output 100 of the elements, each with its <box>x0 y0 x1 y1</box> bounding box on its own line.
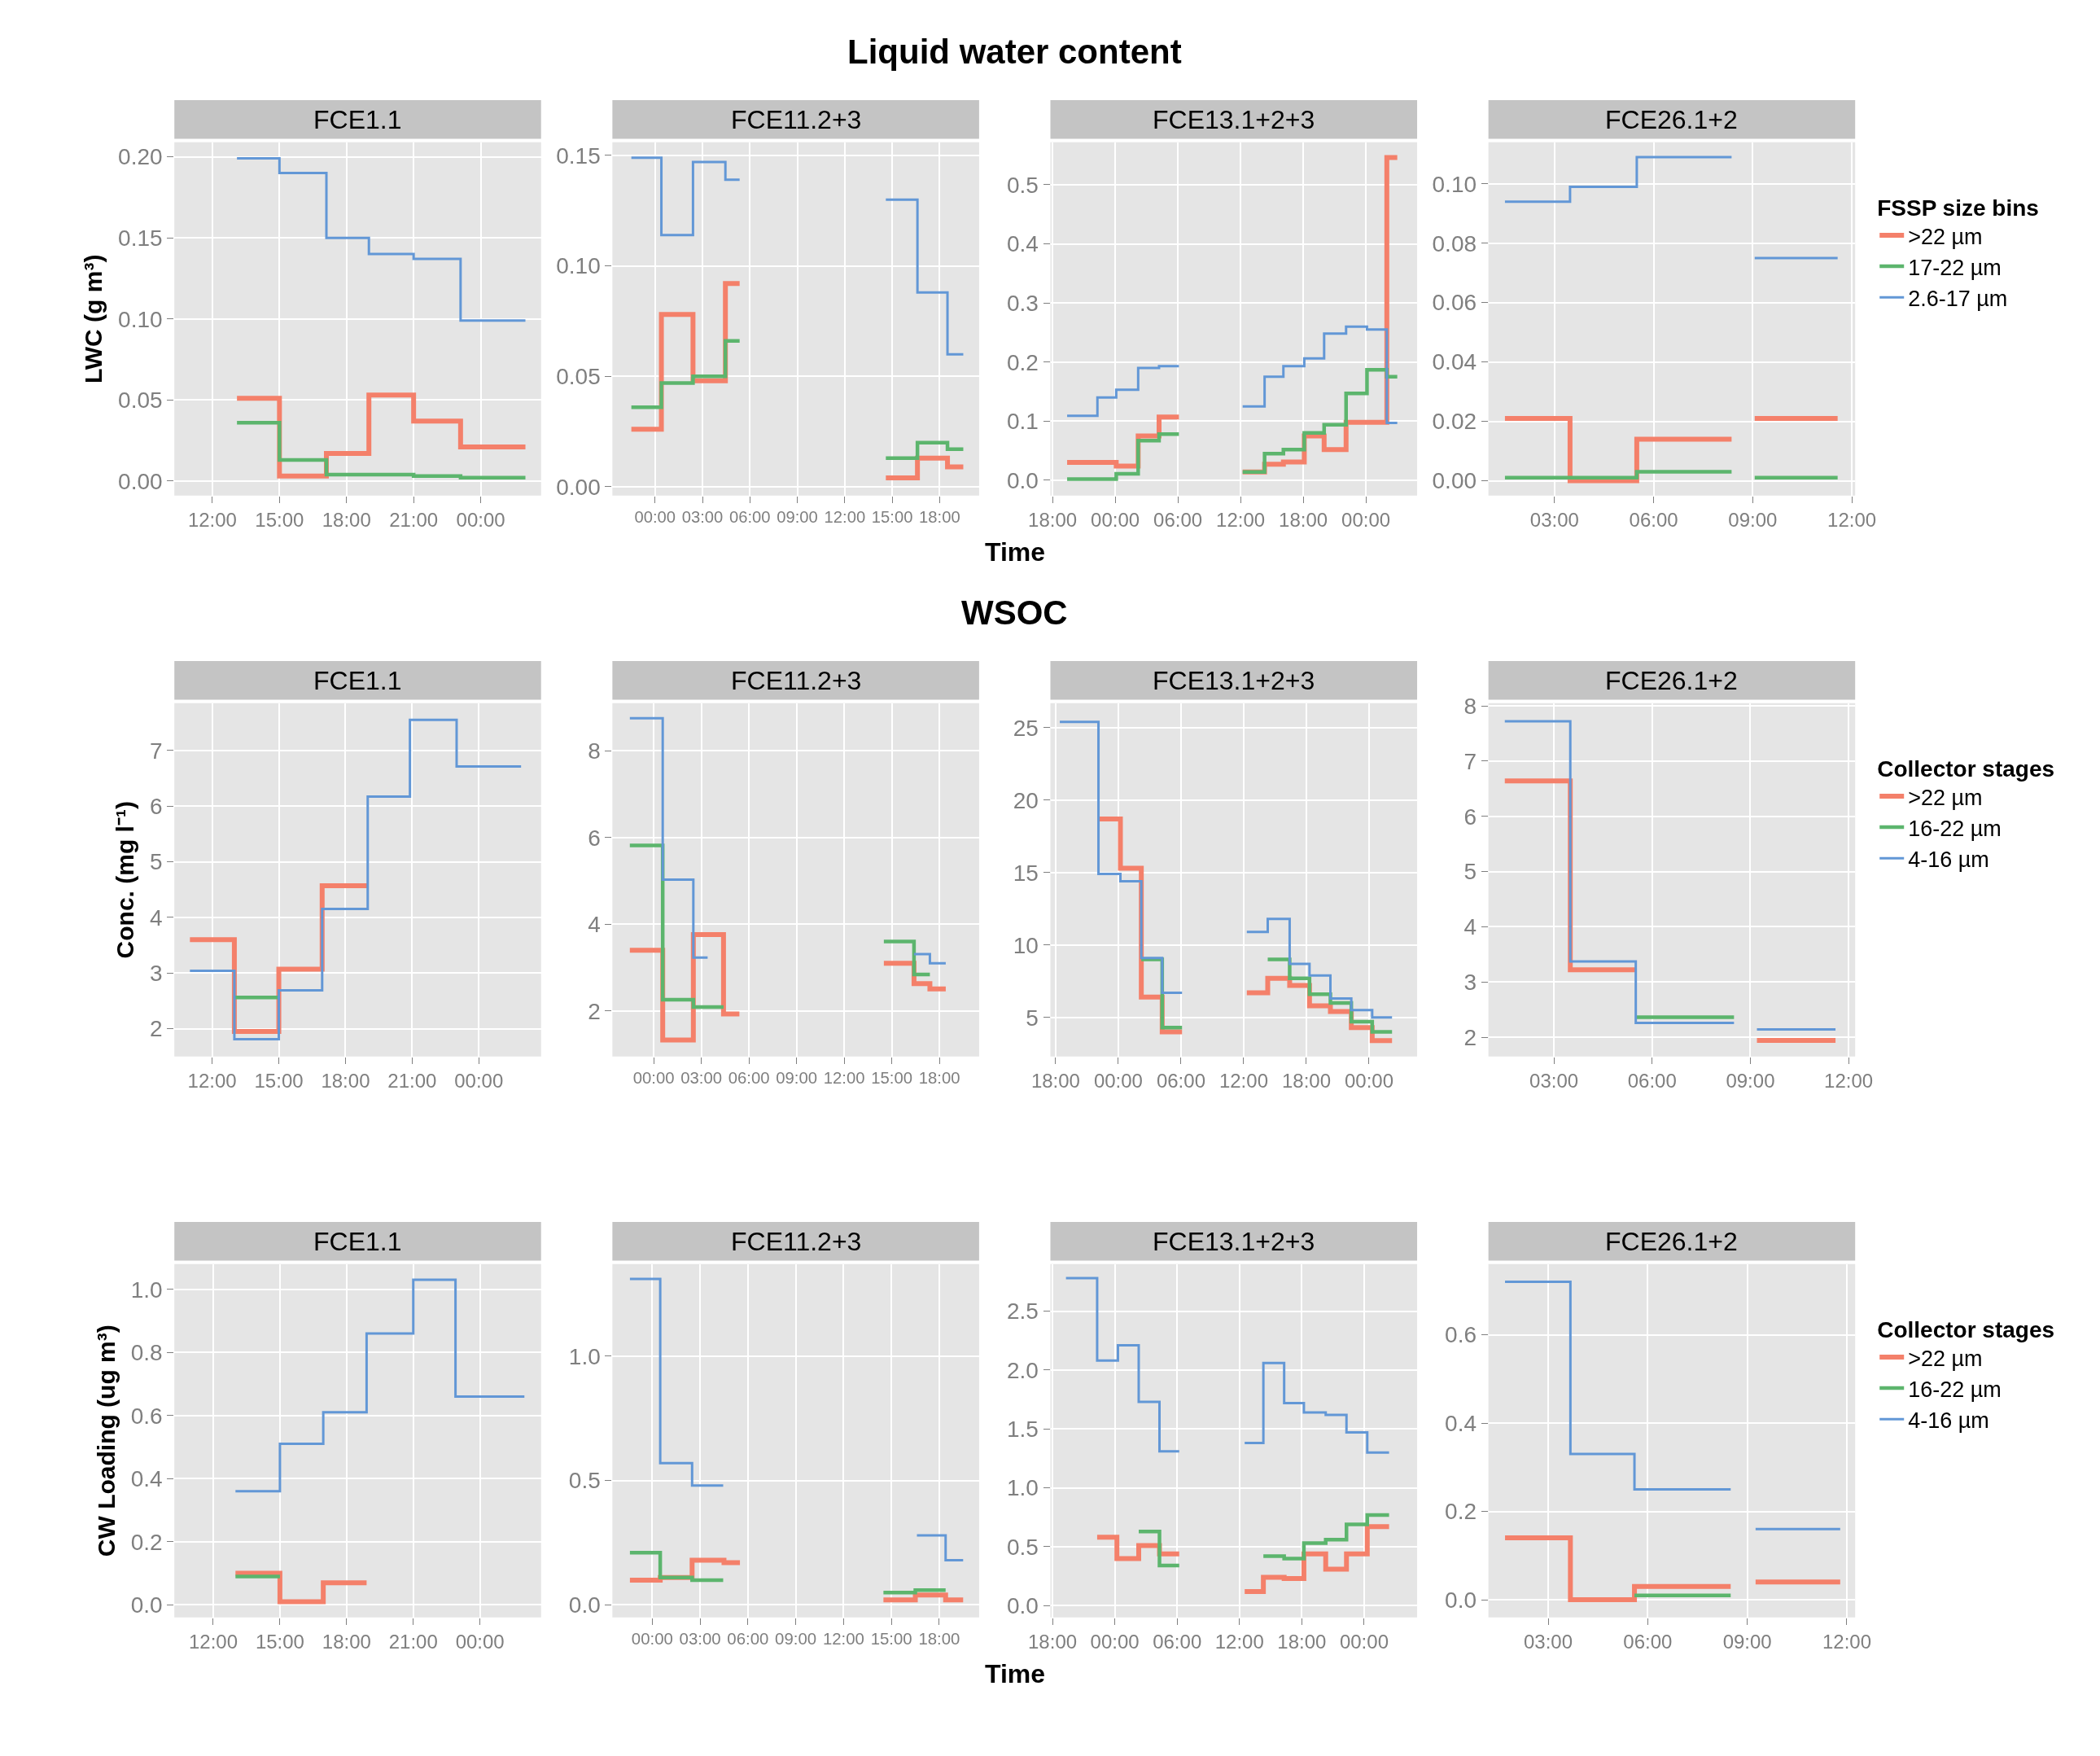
legend-title: Collector stages <box>1877 1316 2055 1342</box>
y-tick-label: 0.2 <box>130 1529 163 1555</box>
y-tick-label: 0.5 <box>1006 172 1039 198</box>
x-tick-label: 09:00 <box>1726 1069 1775 1092</box>
x-tick-label: 15:00 <box>871 508 913 527</box>
chart-title: FCE26.1+2 <box>1605 1227 1738 1256</box>
text: WSOC <box>961 593 1068 632</box>
x-tick-label: 18:00 <box>1277 1630 1327 1653</box>
y-tick-label: 3 <box>150 961 163 987</box>
y-tick-label: 1.5 <box>1006 1417 1039 1443</box>
y-tick-label: 0.00 <box>118 468 163 494</box>
x-tick-label: 06:00 <box>1623 1630 1673 1653</box>
x-tick-label: 21:00 <box>389 508 439 531</box>
x-tick-label: 18:00 <box>1030 1069 1080 1092</box>
x-tick-label: 00:00 <box>1344 1069 1394 1092</box>
x-tick-label: 00:00 <box>634 508 676 527</box>
x-tick-label: 06:00 <box>1627 1069 1677 1092</box>
y-tick-label: 0.4 <box>1445 1410 1477 1436</box>
x-tick-label: 15:00 <box>254 1069 304 1092</box>
x-tick-label: 12:00 <box>1822 1630 1872 1653</box>
y-tick-label: 20 <box>1013 787 1039 813</box>
y-tick-label: 8 <box>1463 693 1477 719</box>
y-tick-label: 0.0 <box>130 1592 163 1618</box>
x-tick-label: 00:00 <box>632 1069 675 1088</box>
y-tick-label: 6 <box>588 825 601 851</box>
x-tick-label: 00:00 <box>455 1630 505 1653</box>
chart-title: FCE11.2+3 <box>731 105 862 134</box>
y-tick-label: 0.3 <box>1006 290 1039 316</box>
y-tick-label: 0.1 <box>1006 409 1039 435</box>
y-tick-label: 2 <box>588 998 601 1024</box>
x-tick-label: 18:00 <box>918 1630 960 1649</box>
chart-title: FCE11.2+3 <box>731 1227 862 1256</box>
chart-title: FCE11.2+3 <box>731 666 862 695</box>
y-tick-label: 3 <box>1463 970 1477 995</box>
x-tick-label: 00:00 <box>1090 1630 1140 1653</box>
y-tick-label: 0.15 <box>118 225 163 251</box>
y-tick-label: 1.0 <box>130 1276 163 1303</box>
x-tick-label: 12:00 <box>823 1069 865 1088</box>
legend-label: 16-22 µm <box>1908 816 2002 841</box>
chart-title: FCE26.1+2 <box>1605 105 1738 134</box>
y-tick-label: 0.20 <box>118 144 163 170</box>
y-tick-label: 6 <box>1463 804 1477 830</box>
x-tick-label: 12:00 <box>1218 1069 1268 1092</box>
chart-title: FCE1.1 <box>313 666 402 695</box>
y-tick-label: 5 <box>1026 1005 1039 1031</box>
text: Liquid water content <box>847 33 1182 71</box>
x-tick-label: 15:00 <box>870 1630 912 1649</box>
x-tick-label: 12:00 <box>188 1630 238 1653</box>
x-tick-label: 09:00 <box>776 1069 817 1088</box>
legend-label: >22 µm <box>1908 785 1983 810</box>
y-axis-title: CW Loading (ug m³) <box>92 1325 120 1557</box>
y-tick-label: 0.10 <box>1432 171 1477 197</box>
x-tick-label: 21:00 <box>388 1630 438 1653</box>
y-tick-label: 5 <box>150 849 163 875</box>
x-tick-label: 03:00 <box>681 508 724 527</box>
y-tick-label: 0.06 <box>1432 290 1477 316</box>
chart-title: FCE13.1+2+3 <box>1153 666 1315 695</box>
y-tick-label: 25 <box>1013 715 1039 741</box>
y-tick-label: 6 <box>150 793 163 819</box>
x-tick-label: 09:00 <box>775 1630 817 1649</box>
y-tick-label: 4 <box>588 912 601 938</box>
x-tick-label: 00:00 <box>631 1630 673 1649</box>
y-tick-label: 2 <box>1463 1024 1477 1050</box>
y-tick-label: 0.00 <box>556 474 601 500</box>
y-tick-label: 0.4 <box>130 1466 163 1492</box>
chart-title: FCE1.1 <box>313 1227 402 1256</box>
x-tick-label: 15:00 <box>871 1069 913 1088</box>
y-tick-label: 5 <box>1463 859 1477 885</box>
x-tick-label: 06:00 <box>1153 1630 1202 1653</box>
x-tick-label: 18:00 <box>322 508 371 531</box>
y-tick-label: 0.8 <box>130 1340 163 1366</box>
y-tick-label: 0.05 <box>118 388 163 414</box>
x-tick-label: 06:00 <box>1153 508 1203 531</box>
x-tick-label: 12:00 <box>1214 1630 1264 1653</box>
y-tick-label: 0.6 <box>1445 1322 1477 1348</box>
y-tick-label: 0.02 <box>1432 409 1477 435</box>
y-tick-label: 1.0 <box>1006 1475 1039 1501</box>
y-tick-label: 2.5 <box>1006 1298 1039 1325</box>
x-tick-label: 00:00 <box>1091 508 1140 531</box>
y-tick-label: 10 <box>1013 932 1039 958</box>
y-tick-label: 15 <box>1013 860 1039 886</box>
y-axis-title: LWC (g m³) <box>80 254 107 383</box>
legend-label: 4-16 µm <box>1908 1408 1989 1433</box>
x-tick-label: 03:00 <box>679 1630 721 1649</box>
x-tick-label: 12:00 <box>822 1630 864 1649</box>
x-tick-label: 18:00 <box>322 1630 371 1653</box>
x-tick-label: 12:00 <box>1827 508 1877 531</box>
y-tick-label: 2.0 <box>1006 1357 1039 1383</box>
x-tick-label: 15:00 <box>255 1630 304 1653</box>
y-axis-title: Conc. (mg l⁻¹) <box>112 801 139 959</box>
y-tick-label: 0.0 <box>1006 467 1039 493</box>
y-tick-label: 0.2 <box>1006 349 1039 375</box>
x-tick-label: 03:00 <box>1529 1069 1579 1092</box>
x-tick-label: 00:00 <box>454 1069 504 1092</box>
x-tick-label: 18:00 <box>1279 508 1328 531</box>
x-tick-label: 00:00 <box>1093 1069 1143 1092</box>
x-tick-label: 00:00 <box>1341 508 1391 531</box>
y-tick-label: 0.10 <box>556 253 601 279</box>
y-tick-label: 0.6 <box>130 1403 163 1429</box>
legend-label: 17-22 µm <box>1908 255 2002 280</box>
